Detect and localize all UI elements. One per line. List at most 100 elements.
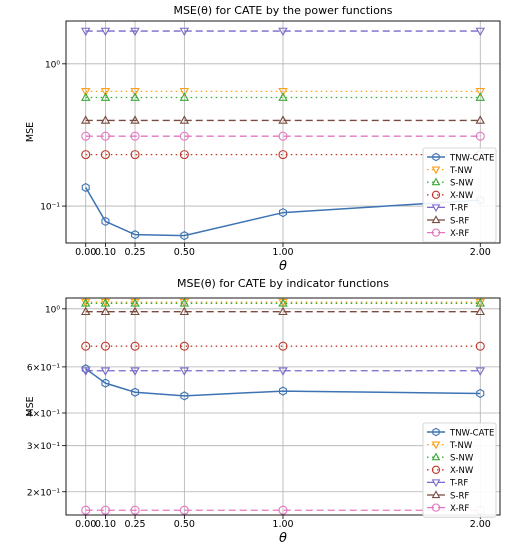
data-point — [179, 341, 189, 351]
data-point — [81, 364, 90, 374]
series-s-nw — [80, 298, 486, 307]
data-point — [475, 367, 486, 376]
data-point — [80, 298, 91, 307]
legend-entry: TNW-CATE — [449, 428, 494, 438]
data-point — [278, 298, 288, 307]
data-point — [179, 150, 189, 160]
x-tick-label: 2.00 — [470, 247, 491, 258]
data-point — [179, 306, 190, 316]
data-point — [179, 27, 190, 37]
data-point — [130, 298, 140, 307]
x-tick-label: 1.00 — [272, 519, 293, 530]
legend-marker — [431, 441, 441, 450]
data-point — [179, 505, 189, 515]
legend-marker — [431, 479, 441, 488]
data-point — [130, 341, 140, 351]
data-point — [80, 92, 91, 101]
data-point — [278, 306, 288, 316]
data-point — [179, 115, 190, 124]
y-tick-label: 4×10⁻¹ — [27, 409, 60, 419]
data-point — [81, 341, 91, 351]
legend-marker — [431, 465, 441, 474]
data-point — [475, 92, 486, 101]
data-point — [100, 306, 111, 316]
data-point — [130, 88, 140, 97]
data-point — [100, 131, 111, 141]
data-point — [101, 378, 110, 388]
data-point — [80, 306, 91, 316]
x-tick-label: 0.10 — [95, 519, 116, 530]
data-point — [475, 298, 486, 307]
x-tick-label: 0.25 — [124, 519, 145, 530]
legend-marker — [431, 177, 441, 186]
x-tick-label: 0.00 — [75, 247, 96, 258]
data-point — [100, 505, 111, 515]
x-axis-label: θ — [279, 531, 287, 546]
data-point — [278, 88, 288, 97]
data-point — [80, 27, 91, 37]
data-point — [179, 298, 190, 307]
data-point — [179, 88, 190, 97]
data-point — [278, 207, 288, 218]
data-point — [130, 306, 140, 316]
data-point — [80, 115, 91, 124]
y-tick-label: 10⁰ — [45, 305, 60, 315]
legend-entry: T-NW — [449, 166, 473, 176]
legend-marker — [431, 490, 441, 499]
legend-entry: S-RF — [450, 216, 469, 226]
y-axis-label: MSE — [25, 122, 36, 142]
legend-entry: S-NW — [450, 454, 474, 464]
legend-entry: X-RF — [450, 504, 469, 514]
series-x-rf — [81, 131, 485, 141]
data-point — [278, 341, 288, 351]
data-point — [100, 150, 111, 160]
data-point — [100, 367, 111, 376]
data-point — [278, 386, 288, 396]
data-point — [80, 367, 91, 376]
data-point — [475, 88, 486, 97]
data-point — [80, 88, 91, 97]
data-point — [278, 150, 288, 160]
data-point — [179, 92, 190, 101]
legend-marker — [431, 452, 441, 461]
data-point — [130, 115, 140, 124]
x-tick-label: 0.00 — [75, 519, 96, 530]
series-tnw-cate — [81, 182, 485, 241]
x-axis-label: θ — [279, 259, 287, 274]
data-point — [475, 306, 486, 316]
x-tick-label: 0.25 — [124, 247, 145, 258]
legend-entry: X-NW — [450, 191, 474, 201]
data-point — [180, 391, 189, 401]
data-point — [278, 131, 288, 141]
data-point — [81, 505, 91, 515]
data-point — [475, 341, 485, 351]
series-line — [85, 187, 481, 237]
data-point — [100, 341, 111, 351]
series-s-rf — [80, 306, 486, 316]
data-point — [100, 27, 111, 37]
data-point — [130, 505, 140, 515]
chart-title: MSE(θ) for CATE by indicator functions — [177, 277, 389, 290]
legend-marker — [432, 427, 440, 437]
data-point — [100, 298, 111, 307]
data-point — [476, 388, 485, 399]
series-tnw-cate — [81, 364, 485, 401]
series-t-nw — [80, 88, 486, 97]
legend-marker — [431, 166, 441, 175]
legend-marker — [432, 152, 440, 162]
legend-box — [422, 422, 497, 518]
series-x-nw — [81, 341, 485, 351]
chart-power: 0.000.10 0.25 0.50 1.00 2.00 10⁰ 10⁻¹ MSE(θ) fo… — [25, 4, 501, 274]
legend-entry: S-RF — [450, 491, 469, 501]
legend-marker — [431, 204, 441, 213]
legend: TNW-CATE T-NW S-NW X-NW T-RF S-RF X-RF — [422, 147, 497, 243]
data-point — [130, 150, 140, 160]
legend-entry: S-NW — [450, 179, 474, 189]
x-tick-label: 0.10 — [95, 247, 116, 258]
data-point — [131, 229, 140, 240]
x-tick-label: 2.00 — [470, 519, 491, 530]
legend-box — [422, 147, 497, 243]
series-s-rf — [80, 115, 486, 124]
x-tick-label: 0.50 — [174, 519, 195, 530]
series-t-rf — [80, 367, 486, 376]
